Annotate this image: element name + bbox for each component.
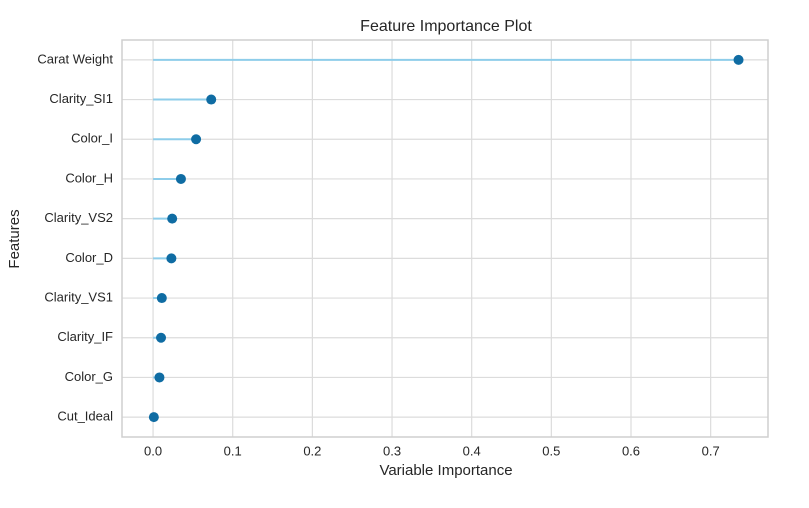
dot xyxy=(154,372,165,383)
y-tick-label: Color_I xyxy=(71,131,113,146)
y-tick-label: Clarity_VS1 xyxy=(44,289,113,304)
x-tick-label: 0.0 xyxy=(144,443,162,458)
y-tick-label: Clarity_SI1 xyxy=(49,91,113,106)
x-tick-label: 0.1 xyxy=(224,443,242,458)
dot xyxy=(206,94,217,105)
dot xyxy=(166,253,177,264)
y-tick-label: Color_D xyxy=(65,250,113,265)
x-tick-label: 0.6 xyxy=(622,443,640,458)
plot-frame xyxy=(121,39,769,438)
y-tick-label: Cut_Ideal xyxy=(57,409,113,424)
x-tick-label: 0.7 xyxy=(702,443,720,458)
x-axis-label: Variable Importance xyxy=(379,462,512,479)
chart-title: Feature Importance Plot xyxy=(360,18,532,35)
dot xyxy=(156,332,167,343)
x-tick-label: 0.2 xyxy=(303,443,321,458)
dot xyxy=(733,54,744,65)
x-tick-label: 0.4 xyxy=(463,443,481,458)
y-tick-label: Color_G xyxy=(65,369,113,384)
y-tick-label: Color_H xyxy=(65,170,113,185)
dot xyxy=(191,134,202,145)
dot xyxy=(156,293,167,304)
y-tick-label: Carat Weight xyxy=(37,51,113,66)
dot xyxy=(167,213,178,224)
dot xyxy=(148,412,159,423)
y-tick-label: Clarity_VS2 xyxy=(44,210,113,225)
y-tick-label: Clarity_IF xyxy=(57,329,113,344)
dot xyxy=(175,173,186,184)
y-axis-label: Features xyxy=(6,209,23,268)
x-tick-label: 0.3 xyxy=(383,443,401,458)
x-tick-label: 0.5 xyxy=(542,443,560,458)
